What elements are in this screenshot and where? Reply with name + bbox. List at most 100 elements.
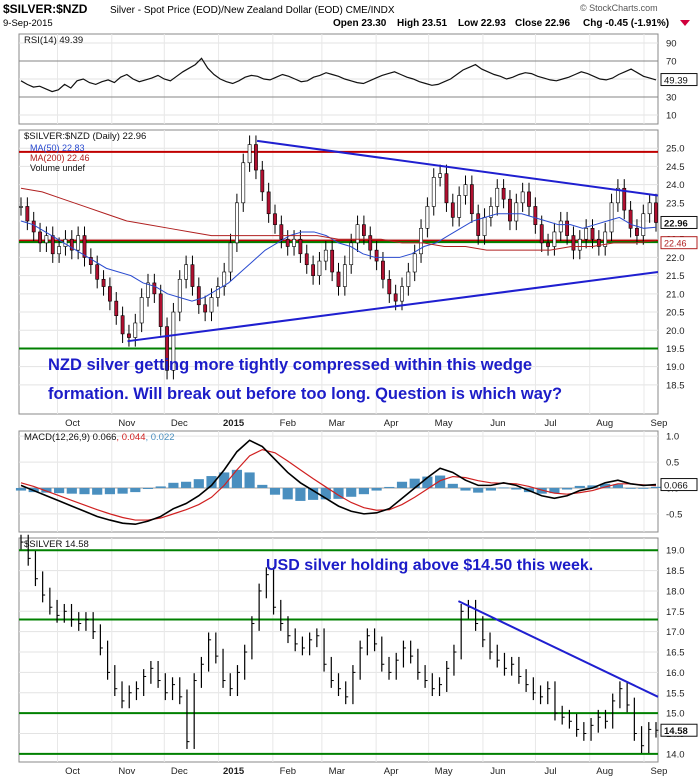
- macd-histogram-bar: [244, 472, 255, 488]
- candle-body: [190, 264, 195, 287]
- price-annotation-line-2: formation. Will break out before too lon…: [48, 385, 562, 403]
- ma50-legend: MA(50) 22.83: [30, 143, 85, 153]
- candle-body: [114, 300, 119, 316]
- volume-legend: Volume undef: [30, 163, 86, 173]
- candle-body: [552, 231, 557, 247]
- macd-histogram-bar: [536, 487, 547, 494]
- x-tick-label: Feb: [280, 766, 296, 777]
- header-close: Close 22.96: [515, 18, 570, 29]
- y-tick-label: 19.0: [666, 546, 685, 557]
- x-tick-label: 2015: [223, 418, 245, 429]
- candle-body: [546, 242, 550, 247]
- y-tick-label: -0.5: [666, 509, 682, 520]
- candle-body: [482, 217, 487, 236]
- candle-body: [285, 238, 290, 247]
- price-annotation-line-1: NZD silver getting more tightly compress…: [48, 356, 532, 374]
- candle-body: [108, 286, 112, 302]
- candle-body: [590, 228, 595, 240]
- macd-histogram-bar: [638, 487, 649, 489]
- candle-body: [596, 238, 601, 247]
- x-tick-label: Jul: [544, 766, 556, 777]
- trendline: [256, 139, 659, 197]
- rsi-last-value: 49.39: [664, 76, 688, 87]
- candle-body: [298, 238, 303, 255]
- candle-body: [260, 169, 265, 193]
- macd-histogram-bar: [358, 487, 369, 495]
- y-tick-label: 30: [666, 93, 677, 104]
- macd-last-value-box: [660, 478, 698, 492]
- macd-histogram-bar: [396, 481, 408, 488]
- candle-body: [165, 326, 169, 371]
- macd-histogram-bar: [435, 475, 446, 488]
- x-tick-label: Dec: [171, 418, 188, 429]
- candle-body: [654, 202, 658, 223]
- candle-body: [368, 235, 373, 251]
- candle-body: [438, 173, 443, 178]
- candle-body: [57, 246, 62, 255]
- header-date: 9-Sep-2015: [3, 18, 53, 29]
- y-tick-label: 16.5: [666, 648, 685, 659]
- x-tick-label: May: [435, 766, 453, 777]
- candle-body: [501, 187, 506, 200]
- candle-body: [38, 231, 42, 244]
- usd-annotation: USD silver holding above $14.50 this wee…: [266, 557, 593, 574]
- candle-body: [19, 206, 23, 208]
- macd-histogram-bar: [308, 487, 319, 500]
- macd-histogram-bar: [41, 487, 52, 493]
- y-tick-label: 25.0: [666, 144, 685, 155]
- macd-histogram-bar: [371, 487, 382, 491]
- x-tick-label: Mar: [329, 766, 345, 777]
- candle-body: [25, 206, 30, 222]
- x-tick-label: May: [435, 418, 453, 429]
- y-tick-label: 19.5: [666, 344, 685, 355]
- rsi-legend: RSI(14) 49.39: [24, 35, 83, 46]
- candle-body: [69, 238, 74, 251]
- candle-body: [235, 202, 239, 244]
- macd-histogram-bar: [650, 486, 662, 488]
- macd-histogram-bar: [168, 482, 179, 488]
- candle-body: [635, 228, 639, 236]
- usd-last-value: 14.58: [664, 726, 688, 737]
- y-tick-label: 17.0: [666, 627, 685, 638]
- candle-body: [336, 271, 341, 287]
- macd-histogram-bar: [460, 487, 471, 491]
- candle-body: [133, 322, 138, 338]
- candle-body: [393, 293, 398, 302]
- candle-body: [431, 177, 436, 207]
- macd-histogram-bar: [485, 487, 496, 491]
- macd-histogram-bar: [257, 484, 268, 488]
- macd-line: [20, 439, 657, 526]
- watermark: © StockCharts.com: [580, 3, 658, 13]
- header-high: High 23.51: [397, 18, 447, 29]
- candle-body: [527, 191, 531, 207]
- x-tick-label: Sep: [651, 418, 668, 429]
- candle-body: [533, 206, 538, 225]
- macd-legend-part: , 0.022: [145, 432, 174, 443]
- close-value-box: [660, 215, 698, 229]
- candle-body: [444, 173, 449, 204]
- macd-histogram-bar: [66, 487, 77, 494]
- header-chg: Chg -0.45 (-1.91%): [583, 18, 669, 29]
- macd-histogram-bar: [320, 487, 331, 500]
- candle-body: [463, 184, 468, 196]
- ma200-value-box: [660, 236, 698, 250]
- macd-histogram-bar: [511, 487, 522, 490]
- candle-body: [95, 264, 100, 280]
- x-tick-label: Apr: [384, 766, 399, 777]
- candle-body: [50, 235, 55, 255]
- macd-histogram-bar: [269, 487, 281, 495]
- macd-histogram-bar: [142, 487, 154, 490]
- y-tick-label: 1.0: [666, 432, 679, 443]
- macd-histogram-bar: [498, 487, 509, 489]
- candle-body: [387, 278, 392, 295]
- macd-histogram-bar: [600, 483, 611, 488]
- macd-legend-part: 0.066: [90, 432, 116, 443]
- x-tick-label: Jun: [490, 418, 505, 429]
- candle-body: [279, 224, 284, 240]
- x-tick-label: Nov: [118, 418, 135, 429]
- ma200-legend: MA(200) 22.46: [30, 153, 90, 163]
- candle-body: [120, 315, 125, 335]
- candle-body: [488, 206, 493, 218]
- x-tick-label: Apr: [384, 418, 399, 429]
